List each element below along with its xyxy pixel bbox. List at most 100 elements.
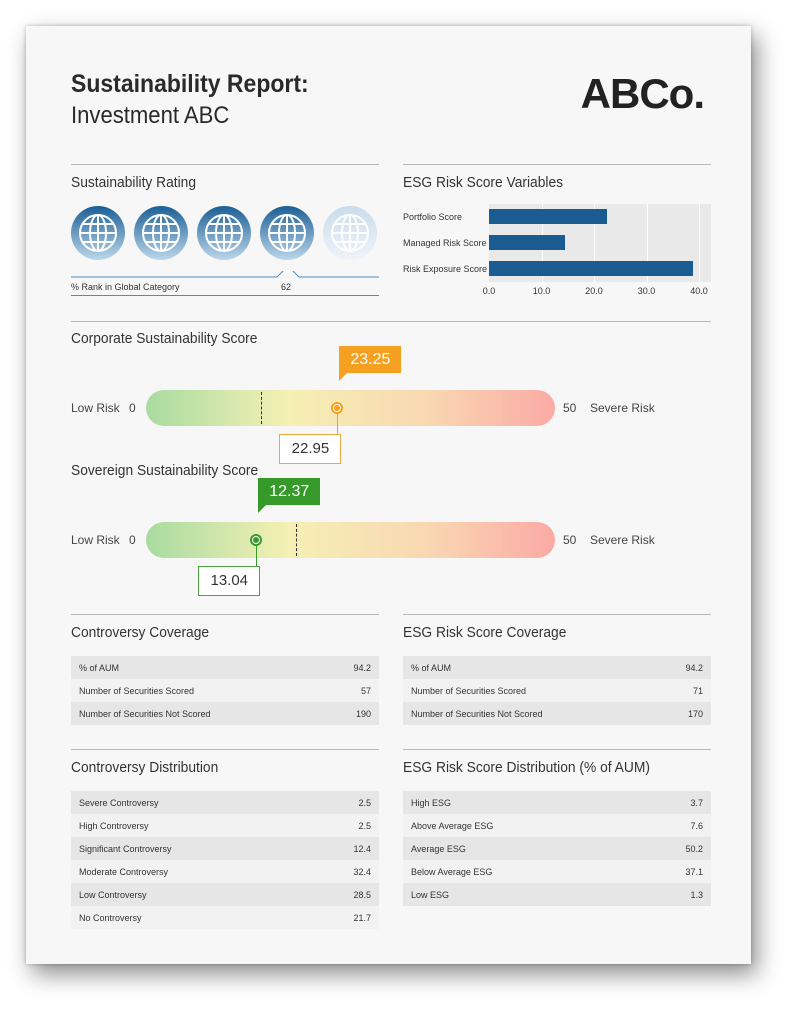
company-logo: ABCo.: [580, 70, 705, 117]
chart-bar: [489, 261, 693, 276]
table-row: Significant Controversy 12.4: [71, 837, 379, 860]
score-marker: [331, 402, 344, 414]
severe-risk-label: Severe Risk: [590, 533, 655, 547]
divider: [71, 164, 379, 165]
score-callout: 23.25: [339, 346, 402, 373]
table-row: % of AUM 94.2: [71, 656, 379, 679]
esg-variables-title: ESG Risk Score Variables: [403, 174, 564, 191]
row-label: Number of Securities Scored: [411, 685, 527, 696]
row-label: Moderate Controversy: [79, 866, 169, 877]
row-label: Above Average ESG: [411, 820, 494, 831]
chart-gridline: [646, 204, 648, 282]
controversy-distribution-title: Controversy Distribution: [71, 759, 219, 776]
score-callout-pointer: [339, 373, 348, 381]
globe-filled-icon: [197, 206, 251, 260]
row-value: 170: [687, 708, 703, 719]
chart-gridline: [699, 204, 700, 282]
sovereign-scale-block: Low Risk 0 50 Severe Risk 12.37 13.04: [71, 478, 711, 596]
globe-empty-icon: [323, 206, 377, 260]
table-row: Number of Securities Scored 71: [403, 679, 711, 702]
chart-category-label: Managed Risk Score: [403, 238, 487, 248]
table-row: Number of Securities Not Scored 190: [71, 702, 379, 725]
row-label: Low ESG: [411, 889, 450, 900]
rank-row: [71, 271, 379, 291]
row-value: 50.2: [685, 843, 703, 854]
row-value: 37.1: [685, 866, 703, 877]
benchmark-connector: [337, 414, 339, 434]
esg-variables-chart: 0.0 10.0 20.0 30.0 40.0 Portfolio Score Manage…: [403, 204, 713, 296]
row-label: High ESG: [411, 797, 452, 808]
chart-bar: [489, 209, 608, 224]
table-row: Number of Securities Not Scored 170: [403, 702, 711, 725]
row-label: Number of Securities Not Scored: [411, 708, 543, 719]
report-title: Sustainability Report:: [71, 70, 309, 98]
row-label: Number of Securities Not Scored: [79, 708, 211, 719]
rating-title: Sustainability Rating: [71, 174, 197, 191]
table-row: Low ESG 1.3: [403, 883, 711, 906]
chart-category-label: Portfolio Score: [403, 212, 463, 222]
row-value: 94.2: [685, 662, 703, 673]
table-row: % of AUM 94.2: [403, 656, 711, 679]
controversy-coverage-title: Controversy Coverage: [71, 624, 210, 641]
row-label: % of AUM: [79, 662, 120, 673]
row-value: 21.7: [353, 912, 371, 923]
divider: [71, 614, 379, 615]
benchmark-value-box: 22.95: [279, 434, 342, 464]
esg-distribution-table: High ESG 3.7 Above Average ESG 7.6 Average E…: [403, 791, 711, 906]
globe-filled-icon: [71, 206, 125, 260]
benchmark-marker: [296, 524, 298, 556]
divider: [71, 321, 711, 322]
row-label: Low Controversy: [79, 889, 147, 900]
low-risk-label: Low Risk: [71, 533, 120, 547]
divider: [403, 749, 711, 750]
row-value: 71: [692, 685, 703, 696]
report-subtitle: Investment ABC: [71, 102, 230, 129]
table-row: No Controversy 21.7: [71, 906, 379, 929]
rank-underline: [71, 295, 379, 296]
globe-rating: [71, 206, 381, 262]
row-label: Below Average ESG: [411, 866, 493, 877]
risk-scale-bar: [146, 522, 555, 558]
corporate-title: Corporate Sustainability Score: [71, 330, 258, 347]
chart-tick-label: 0.0: [482, 286, 496, 296]
esg-distribution-title: ESG Risk Score Distribution (% of AUM): [403, 759, 650, 776]
rank-pointer-line: [71, 271, 379, 278]
corporate-scale-block: Low Risk 0 50 Severe Risk 23.25 22.95: [71, 346, 711, 464]
divider: [403, 164, 711, 165]
row-label: Significant Controversy: [79, 843, 172, 854]
severe-risk-label: Severe Risk: [590, 401, 655, 415]
rank-label: % Rank in Global Category: [71, 282, 180, 292]
esg-coverage-table: % of AUM 94.2 Number of Securities Scored 7…: [403, 656, 711, 725]
chart-tick-label: 30.0: [637, 286, 656, 296]
chart-tick-label: 20.0: [585, 286, 603, 296]
chart-category-label: Risk Exposure Score: [403, 264, 488, 274]
row-value: 12.4: [353, 843, 371, 854]
row-value: 57: [360, 685, 371, 696]
table-row: Above Average ESG 7.6: [403, 814, 711, 837]
table-row: Severe Controversy 2.5: [71, 791, 379, 814]
row-label: Number of Securities Scored: [79, 685, 195, 696]
esg-coverage-title: ESG Risk Score Coverage: [403, 624, 567, 641]
row-value: 2.5: [358, 797, 371, 808]
row-value: 28.5: [353, 889, 371, 900]
chart-bar: [489, 235, 566, 250]
globe-filled-icon: [134, 206, 188, 260]
score-callout: 12.37: [258, 478, 321, 505]
controversy-distribution-table: Severe Controversy 2.5 High Controversy 2.5…: [71, 791, 379, 929]
chart-tick-label: 10.0: [532, 286, 551, 296]
sovereign-title: Sovereign Sustainability Score: [71, 462, 259, 479]
globe-filled-icon: [260, 206, 314, 260]
row-value: 3.7: [690, 797, 703, 808]
row-value: 2.5: [358, 820, 371, 831]
report-page: Sustainability Report: Investment ABC AB…: [26, 26, 751, 964]
row-label: Severe Controversy: [79, 797, 159, 808]
benchmark-marker: [260, 392, 262, 424]
row-value: 94.2: [353, 662, 371, 673]
row-label: No Controversy: [79, 912, 142, 923]
rank-value: 62: [281, 282, 292, 292]
table-row: Low Controversy 28.5: [71, 883, 379, 906]
scale-min-label: 0: [129, 533, 136, 547]
row-value: 1.3: [690, 889, 703, 900]
row-label: High Controversy: [79, 820, 149, 831]
table-row: Moderate Controversy 32.4: [71, 860, 379, 883]
